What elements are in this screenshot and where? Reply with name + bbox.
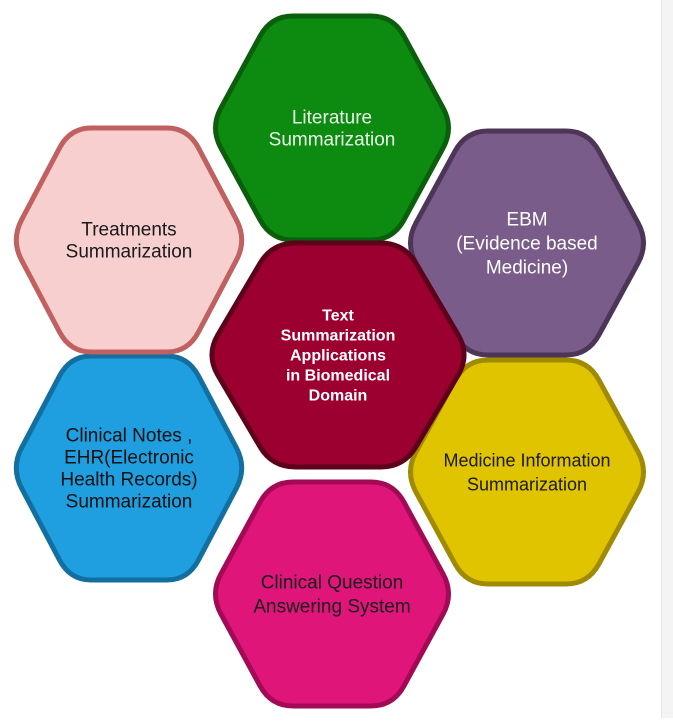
center-hexagon-shape	[209, 240, 467, 470]
ebm-label-line: (Evidence based	[456, 234, 598, 255]
treatments-hexagon-shape	[13, 125, 245, 355]
center-label-line: Applications	[290, 348, 386, 365]
clinical-notes-label-line: Clinical Notes ,	[66, 426, 193, 447]
clinical-qa-hexagon-shape	[213, 479, 451, 709]
clinical-qa-label-line: Answering System	[253, 597, 410, 618]
medicine-info-label-line: Medicine Information	[443, 450, 610, 470]
ebm-label-line: Medicine)	[486, 258, 568, 279]
hexagon-clinical-qa: Clinical Question Answering System	[213, 479, 451, 709]
ebm-label-line: EBM	[506, 210, 547, 231]
treatments-label-line: Treatments	[81, 220, 176, 241]
literature-label-line: Summarization	[269, 130, 396, 151]
center-label-line: in Biomedical	[286, 368, 390, 385]
hexagon-center: Text Summarization Applications in Biomedic…	[209, 240, 467, 470]
clinical-notes-hexagon-shape	[13, 353, 245, 583]
literature-hexagon-shape	[213, 13, 451, 243]
center-label-line: Summarization	[281, 328, 396, 345]
center-label-line: Domain	[309, 388, 368, 405]
clinical-notes-label-line: EHR(Electronic	[64, 448, 194, 469]
literature-label-line: Literature	[292, 108, 372, 129]
ebm-hexagon-shape	[408, 128, 646, 358]
hexagon-medicine-info: Medicine Information Summarization	[408, 357, 646, 587]
clinical-qa-label-line: Clinical Question	[261, 573, 404, 594]
right-scroll-rail	[661, 0, 673, 718]
clinical-notes-label-line: Health Records)	[60, 470, 197, 491]
center-label-line: Text	[322, 308, 354, 325]
clinical-notes-label-line: Summarization	[66, 492, 193, 513]
medicine-info-label-line: Summarization	[467, 474, 587, 494]
treatments-label-line: Summarization	[66, 242, 193, 263]
hexagon-ebm: EBM (Evidence based Medicine)	[408, 128, 646, 358]
